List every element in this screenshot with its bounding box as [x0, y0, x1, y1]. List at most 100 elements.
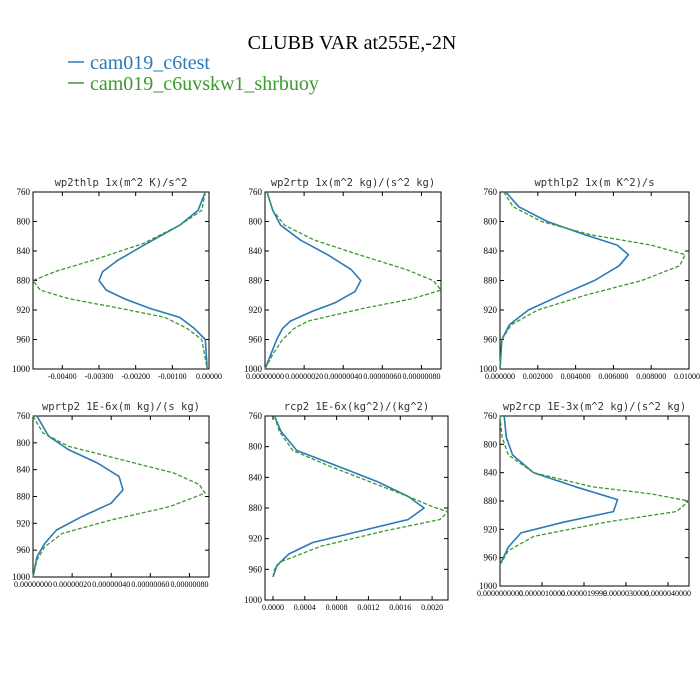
y-tick-label: 1000 — [244, 595, 263, 605]
y-tick-label: 800 — [484, 217, 498, 227]
y-tick-label: 920 — [17, 518, 31, 528]
y-tick-label: 840 — [249, 472, 263, 482]
y-tick-label: 1000 — [479, 364, 498, 374]
x-tick-label: 0.0000010000 — [519, 589, 565, 598]
y-tick-label: 800 — [17, 217, 31, 227]
panel-title: wprtp2 1E-6x(m kg)/(s kg) — [42, 401, 200, 413]
x-tick-label: 0.0012 — [357, 603, 379, 612]
x-tick-label: 0.00000 — [196, 372, 222, 381]
y-tick-label: 880 — [249, 276, 263, 286]
y-tick-label: 760 — [249, 187, 263, 197]
y-tick-label: 840 — [484, 468, 498, 478]
plot-frame — [32, 191, 210, 370]
y-tick-label: 920 — [484, 524, 498, 534]
x-tick-label: 0.00000000 — [14, 580, 52, 589]
x-tick-label: 0.008000 — [636, 372, 666, 381]
y-tick-label: 840 — [17, 246, 31, 256]
y-tick-label: 760 — [17, 411, 31, 421]
y-tick-label: 960 — [17, 335, 31, 345]
y-tick-label: 760 — [249, 411, 263, 421]
series-line-c6test — [98, 191, 208, 370]
x-tick-label: 0.00000060 — [363, 372, 401, 381]
panel-5: rcp2 1E-6x(kg^2)/(kg^2) 760 800 840 880 920 96… — [244, 401, 449, 612]
y-tick-label: 880 — [484, 276, 498, 286]
x-tick-label: 0.002000 — [523, 372, 553, 381]
panels: wp2thlp 1x(m^2 K)/s^2 760 800 840 880 920 960 1… — [12, 177, 700, 612]
y-tick-label: 880 — [249, 503, 263, 513]
y-tick-label: 760 — [17, 187, 31, 197]
panel-3: wpthlp2 1x(m K^2)/s 760 800 840 880 920 960 100… — [479, 177, 700, 381]
panel-title: wpthlp2 1x(m K^2)/s — [534, 177, 654, 189]
x-tick-label: 0.0008 — [326, 603, 348, 612]
y-tick-label: 960 — [17, 545, 31, 555]
x-tick-label: 0.006000 — [598, 372, 628, 381]
panel-2: wp2rtp 1x(m^2 kg)/(s^2 kg) 760 800 840 880 92… — [244, 177, 442, 381]
figure-title: CLUBB VAR at255E,-2N — [248, 32, 457, 54]
y-tick-label: 840 — [17, 465, 31, 475]
y-tick-label: 840 — [484, 246, 498, 256]
y-tick-label: 880 — [17, 276, 31, 286]
x-tick-label: 0.0000019999 — [561, 589, 607, 598]
x-tick-label: 0.0000000000 — [477, 589, 523, 598]
x-tick-label: 0.004000 — [561, 372, 591, 381]
plot-frame — [499, 415, 690, 587]
y-tick-label: 920 — [249, 305, 263, 315]
panel-1: wp2thlp 1x(m^2 K)/s^2 760 800 840 880 920 960 1… — [12, 177, 222, 381]
y-tick-label: 840 — [249, 246, 263, 256]
panel-title: rcp2 1E-6x(kg^2)/(kg^2) — [284, 401, 429, 413]
x-tick-label: 0.00000080 — [402, 372, 440, 381]
x-tick-label: 0.00000040 — [92, 580, 130, 589]
y-tick-label: 1000 — [12, 364, 31, 374]
plot-frame — [264, 415, 449, 601]
x-tick-label: 0.000000 — [485, 372, 515, 381]
x-tick-label: 0.00000020 — [285, 372, 323, 381]
y-tick-label: 960 — [484, 335, 498, 345]
panel-title: wp2rtp 1x(m^2 kg)/(s^2 kg) — [271, 177, 435, 189]
x-tick-label: 0.010000 — [674, 372, 700, 381]
y-tick-label: 1000 — [12, 572, 31, 582]
y-tick-label: 800 — [17, 438, 31, 448]
x-tick-label: 0.0000040000 — [645, 589, 691, 598]
x-tick-label: -0.00300 — [85, 372, 114, 381]
x-tick-label: -0.00400 — [48, 372, 77, 381]
y-tick-label: 880 — [484, 496, 498, 506]
y-tick-label: 760 — [484, 411, 498, 421]
series-line-c6test — [32, 415, 124, 578]
y-tick-label: 960 — [249, 335, 263, 345]
x-tick-label: 0.0000030000 — [603, 589, 649, 598]
x-tick-label: 0.00000040 — [324, 372, 362, 381]
y-tick-label: 960 — [249, 564, 263, 574]
x-tick-label: 0.0004 — [294, 603, 316, 612]
legend: cam019_c6test cam019_c6uvskw1_shrbuoy — [68, 52, 319, 95]
series-line-c6uvskw1-shrbuoy — [264, 191, 442, 370]
series-line-c6uvskw1-shrbuoy — [499, 415, 690, 566]
x-tick-label: -0.00100 — [158, 372, 187, 381]
series-line-c6test — [499, 191, 630, 370]
x-tick-label: 0.0000 — [262, 603, 284, 612]
x-tick-label: -0.00200 — [121, 372, 150, 381]
series-line-c6uvskw1-shrbuoy — [272, 415, 449, 578]
y-tick-label: 760 — [484, 187, 498, 197]
series-line-c6uvskw1-shrbuoy — [499, 191, 686, 370]
plot-frame — [264, 191, 442, 370]
series-line-c6uvskw1-shrbuoy — [32, 415, 206, 578]
y-tick-label: 960 — [484, 553, 498, 563]
y-tick-label: 920 — [484, 305, 498, 315]
legend-label-1: cam019_c6test — [90, 52, 210, 74]
y-tick-label: 800 — [249, 442, 263, 452]
panel-title: wp2thlp 1x(m^2 K)/s^2 — [55, 177, 188, 189]
x-tick-label: 0.0016 — [389, 603, 411, 612]
y-tick-label: 1000 — [244, 364, 263, 374]
panel-title: wp2rcp 1E-3x(m^2 kg)/(s^2 kg) — [503, 401, 686, 413]
series-line-c6test — [264, 191, 362, 370]
panel-6: wp2rcp 1E-3x(m^2 kg)/(s^2 kg) 760 800 840 88… — [477, 401, 691, 598]
series-line-c6uvskw1-shrbuoy — [32, 191, 208, 370]
y-tick-label: 800 — [484, 439, 498, 449]
panel-4: wprtp2 1E-6x(m kg)/(s kg) 760 800 840 880 920… — [12, 401, 210, 589]
x-tick-label: 0.00000020 — [53, 580, 91, 589]
y-tick-label: 800 — [249, 217, 263, 227]
y-tick-label: 920 — [249, 534, 263, 544]
plot-frame — [32, 415, 210, 578]
x-tick-label: 0.00000080 — [170, 580, 208, 589]
